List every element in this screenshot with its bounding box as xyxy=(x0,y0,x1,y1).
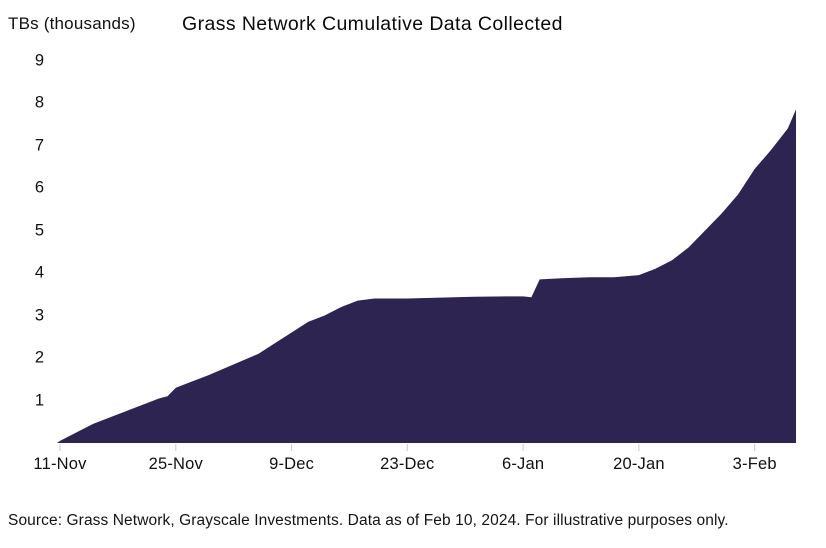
chart-title: Grass Network Cumulative Data Collected xyxy=(182,13,563,35)
x-tick-label: 6-Jan xyxy=(501,455,545,473)
x-axis-tick-marks xyxy=(59,444,756,451)
x-tick-label: 11-Nov xyxy=(33,455,87,473)
x-tick-label: 20-Jan xyxy=(613,455,665,473)
y-tick-label: 6 xyxy=(34,178,44,197)
y-tick-label: 3 xyxy=(34,306,44,324)
y-tick-label: 7 xyxy=(34,136,44,154)
y-tick-label: 9 xyxy=(34,51,44,69)
y-tick-label: 4 xyxy=(34,263,44,282)
x-tick-label: 23-Dec xyxy=(380,455,435,473)
x-tick-label: 25-Nov xyxy=(148,455,203,473)
y-tick-label: 5 xyxy=(34,221,44,239)
x-tick-label: 9-Dec xyxy=(269,455,315,473)
y-tick-label: 2 xyxy=(34,348,44,367)
y-tick-label: 1 xyxy=(34,391,44,409)
x-tick-label: 3-Feb xyxy=(732,455,777,473)
source-note: Source: Grass Network, Grayscale Investm… xyxy=(8,512,729,529)
y-axis-unit-label: TBs (thousands) xyxy=(8,14,136,33)
y-tick-label: 8 xyxy=(34,93,44,112)
area-series-shape xyxy=(57,109,796,444)
